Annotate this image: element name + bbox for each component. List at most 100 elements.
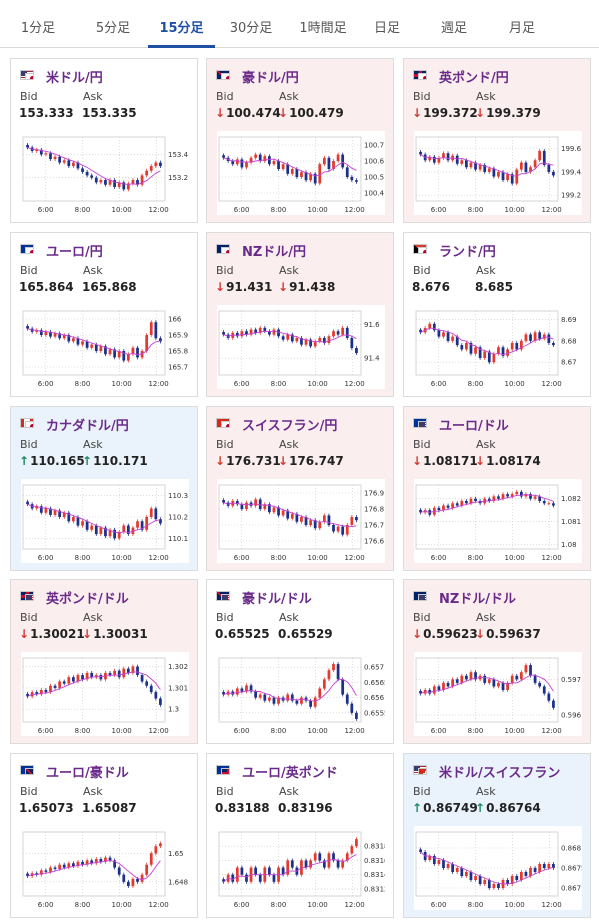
price-chart[interactable]: 1.082 1.081 1.08 6:00 8:00 10:00 12:00 — [414, 479, 582, 563]
y-tick-label: 1.302 — [168, 663, 188, 671]
currency-card[interactable]: NZドル/ドル Bid Ask ↓0.59623 ↓0.59637 0.597 0.596 6… — [403, 579, 591, 744]
price-chart[interactable]: 166 165.9 165.8 165.7 6:00 8:00 10:00 12:00 — [21, 305, 189, 389]
candle-body — [350, 177, 354, 181]
candle-body — [295, 337, 299, 342]
price-chart[interactable]: 1.302 1.301 1.3 6:00 8:00 10:00 12:00 — [21, 652, 189, 736]
price-chart[interactable]: 199.6 199.4 199.2 6:00 8:00 10:00 12:00 — [414, 131, 582, 215]
candle-body — [235, 332, 239, 337]
currency-pair-link[interactable]: 豪ドル/ドル — [242, 592, 312, 607]
y-tick-label: 0.8314 — [364, 871, 385, 879]
candle-body — [131, 180, 135, 184]
currency-pair-link[interactable]: ランド/円 — [439, 245, 496, 260]
tab-weekly[interactable]: 週足 — [440, 21, 467, 36]
tab-30min[interactable]: 30分足 — [229, 21, 273, 36]
currency-pair-link[interactable]: ユーロ/英ポンド — [242, 766, 338, 781]
currency-pair-link[interactable]: ユーロ/円 — [46, 245, 103, 260]
bid-value: 199.372 — [423, 106, 478, 120]
candle-body — [90, 525, 94, 530]
currency-card[interactable]: ユーロ/豪ドル Bid Ask 1.65073 1.65087 1.65 1.648 6:00… — [10, 753, 198, 918]
currency-card[interactable]: 豪ドル/円 Bid Ask ↓100.474 ↓100.479 100.7 100.6 100… — [206, 58, 394, 223]
candlestick-chart: 100.7 100.6 100.5 100.4 6:00 8:00 10:00 12:00 — [218, 136, 385, 214]
candle-body — [533, 160, 537, 168]
candle-body — [240, 504, 244, 509]
bid-label: Bid — [413, 438, 431, 451]
candle-body — [529, 167, 532, 172]
currency-card[interactable]: カナダドル/円 Bid Ask ↑110.165 ↑110.171 110.3 110.2 1… — [10, 406, 198, 571]
currency-pair-link[interactable]: 英ポンド/ドル — [46, 592, 129, 607]
candle-body — [332, 525, 335, 532]
candle-body — [136, 878, 139, 882]
candlestick-chart: 153.4 153.2 6:00 8:00 10:00 12:00 — [22, 136, 189, 214]
tab-1min[interactable]: 1分足 — [20, 21, 56, 36]
candle-body — [149, 853, 153, 865]
currency-pair-link[interactable]: ユーロ/豪ドル — [46, 766, 129, 781]
candle-body — [44, 870, 48, 872]
candle-body — [332, 664, 335, 671]
price-chart[interactable]: 153.4 153.2 6:00 8:00 10:00 12:00 — [21, 131, 189, 215]
x-tick-label: 8:00 — [75, 380, 91, 388]
currency-pair-link[interactable]: 米ドル/スイスフラン — [439, 766, 561, 781]
x-tick-label: 12:00 — [344, 727, 364, 735]
price-chart[interactable]: 8.69 8.68 8.67 6:00 8:00 10:00 12:00 — [414, 305, 582, 389]
candle-body — [85, 521, 89, 530]
y-tick-label: 165.9 — [168, 332, 188, 340]
ask-value: 1.30031 — [93, 627, 148, 641]
candle-body — [122, 351, 126, 361]
candle-body — [304, 172, 308, 181]
currency-pair-link[interactable]: 米ドル/円 — [46, 71, 103, 86]
candle-body — [268, 331, 271, 335]
candle-body — [487, 498, 491, 501]
tab-daily[interactable]: 日足 — [373, 21, 400, 36]
currency-card[interactable]: スイスフラン/円 Bid Ask ↓176.731 ↓176.747 176.9 176.8… — [206, 406, 394, 571]
currency-pair-link[interactable]: スイスフラン/円 — [242, 419, 338, 434]
ask-label: Ask — [83, 90, 103, 103]
currency-card[interactable]: ユーロ/英ポンド Bid Ask 0.83188 0.83196 0.8318 0.8316… — [206, 753, 394, 918]
price-chart[interactable]: 0.657 0.6565 0.656 0.6555 6:00 8:00 10:00 12:00 — [217, 652, 385, 736]
currency-card[interactable]: 米ドル/円 Bid Ask 153.333 153.335 153.4 153.2 6:00 8… — [10, 58, 198, 223]
candle-body — [222, 155, 225, 158]
price-chart[interactable]: 1.65 1.648 6:00 8:00 10:00 12:00 — [21, 826, 189, 910]
currency-pair-link[interactable]: 豪ドル/円 — [242, 71, 299, 86]
x-tick-label: 8:00 — [271, 554, 287, 562]
y-tick-label: 166 — [168, 316, 182, 324]
price-chart[interactable]: 110.3 110.2 110.1 6:00 8:00 10:00 12:00 — [21, 479, 189, 563]
currency-card[interactable]: 英ポンド/円 Bid Ask ↓199.372 ↓199.379 199.6 199.4 19… — [403, 58, 591, 223]
price-chart[interactable]: 0.597 0.596 6:00 8:00 10:00 12:00 — [414, 652, 582, 736]
candle-body — [113, 349, 116, 358]
currency-pair-link[interactable]: NZドル/円 — [242, 245, 307, 260]
bid-value: 0.83188 — [215, 801, 270, 815]
currency-card[interactable]: ユーロ/ドル Bid Ask ↓1.08171 ↓1.08174 1.082 1.081 1.… — [403, 406, 591, 571]
currency-card[interactable]: 英ポンド/ドル Bid Ask ↓1.30021 ↓1.30031 1.302 1.301 1… — [10, 579, 198, 744]
price-chart[interactable]: 91.6 91.4 6:00 8:00 10:00 12:00 — [217, 305, 385, 389]
tab-5min[interactable]: 5分足 — [95, 21, 131, 36]
currency-pair-link[interactable]: 英ポンド/円 — [439, 71, 509, 86]
currency-card[interactable]: 米ドル/スイスフラン Bid Ask ↑0.86749 ↑0.86764 0.868 0.8… — [403, 753, 591, 918]
x-tick-label: 12:00 — [344, 380, 364, 388]
candle-body — [290, 169, 294, 174]
candle-body — [295, 513, 299, 522]
candle-body — [222, 500, 225, 503]
currency-card[interactable]: ランド/円 Bid Ask 8.676 8.685 8.69 8.68 8.67 6:00 8:0… — [403, 232, 591, 397]
tab-1hour[interactable]: 1時間足 — [299, 21, 347, 36]
ask-price: ↓199.379 — [475, 106, 541, 120]
candle-body — [510, 494, 514, 497]
candle-body — [515, 169, 519, 184]
currency-card[interactable]: ユーロ/円 Bid Ask 165.864 165.868 166 165.9 165.8 16… — [10, 232, 198, 397]
currency-card[interactable]: NZドル/円 Bid Ask ↓91.431 ↓91.438 91.6 91.4 6:00 8:… — [206, 232, 394, 397]
price-chart[interactable]: 176.9 176.8 176.7 176.6 6:00 8:00 10:00 12:00 — [217, 479, 385, 563]
tab-15min[interactable]: 15分足 — [148, 0, 215, 48]
price-chart[interactable]: 0.868 0.8675 0.867 6:00 8:00 10:00 12:00 — [414, 826, 582, 910]
price-chart[interactable]: 100.7 100.6 100.5 100.4 6:00 8:00 10:00 12:00 — [217, 131, 385, 215]
ask-label: Ask — [476, 785, 496, 798]
candle-body — [145, 517, 149, 530]
tab-monthly[interactable]: 月足 — [508, 21, 535, 36]
currency-pair-link[interactable]: NZドル/ドル — [439, 592, 517, 607]
candle-body — [90, 672, 94, 678]
bid-value: 153.333 — [19, 106, 74, 120]
currency-card[interactable]: 豪ドル/ドルBidAsk0.655250.655290.6570.65650.6… — [206, 579, 394, 744]
candle-body — [304, 860, 308, 868]
y-tick-label: 1.082 — [561, 495, 581, 503]
currency-pair-link[interactable]: ユーロ/ドル — [439, 419, 509, 434]
currency-pair-link[interactable]: カナダドル/円 — [46, 419, 129, 434]
